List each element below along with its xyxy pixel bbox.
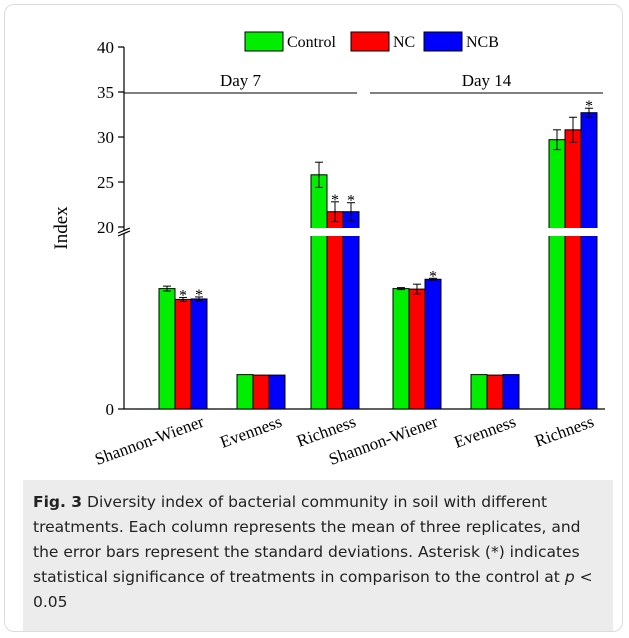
y-axis-label: Index xyxy=(51,206,72,250)
significance-marker: * xyxy=(429,268,437,285)
caption-text: Diversity index of bacterial community i… xyxy=(33,493,581,586)
legend-swatch xyxy=(244,31,284,52)
x-tick-label: Richness xyxy=(532,412,596,451)
bar xyxy=(342,211,360,410)
y-tick-label: 40 xyxy=(97,38,114,57)
bar-break-gap xyxy=(548,228,566,236)
y-tick-label: 35 xyxy=(97,83,114,102)
axis-break-mark xyxy=(117,230,131,237)
significance-marker: * xyxy=(331,192,339,209)
bar-break-gap xyxy=(326,228,344,236)
y-tick-label: 0 xyxy=(106,400,115,419)
figure-caption: Fig. 3 Diversity index of bacterial comm… xyxy=(23,480,613,631)
axis-break-mark xyxy=(117,227,131,234)
y-tick-label: 30 xyxy=(97,128,114,147)
bar xyxy=(236,374,254,410)
x-tick-label: Evenness xyxy=(452,412,519,452)
bar-chart: 20 25 30 35 40 0 Index Day 7 Day 14 * * Shannon-Wie… xyxy=(51,31,605,469)
significance-marker: * xyxy=(347,193,355,210)
group-label: Day 14 xyxy=(462,71,512,90)
significance-marker: * xyxy=(179,287,187,304)
bar xyxy=(310,174,328,410)
y-tick-label: 20 xyxy=(97,218,114,237)
bar xyxy=(408,288,426,410)
bar xyxy=(158,288,176,410)
bar xyxy=(424,278,442,410)
bar-break-gap xyxy=(342,228,360,236)
caption-p-symbol: p xyxy=(564,568,575,586)
significance-marker: * xyxy=(195,287,203,304)
bar xyxy=(252,374,270,410)
bar xyxy=(564,129,582,410)
x-tick-label: Shannon-Wiener xyxy=(92,412,206,469)
bar xyxy=(326,211,344,410)
figure-frame: 20 25 30 35 40 0 Index Day 7 Day 14 * * Shannon-Wie… xyxy=(4,4,623,632)
bar xyxy=(502,374,520,410)
significance-marker: * xyxy=(585,98,593,115)
legend-swatch xyxy=(350,31,390,52)
caption-p-condition: < 0.05 xyxy=(33,568,593,611)
bar-break-gap xyxy=(310,228,328,236)
legend-swatch xyxy=(423,31,463,52)
bar xyxy=(268,374,286,410)
legend-label: NCB xyxy=(466,34,499,51)
legend-label: Control xyxy=(287,34,336,51)
caption-label: Fig. 3 xyxy=(33,493,83,511)
bars xyxy=(158,107,598,410)
bar xyxy=(486,374,504,410)
y-tick-label: 25 xyxy=(97,173,114,192)
bar-break-gap xyxy=(580,228,598,236)
bar xyxy=(190,298,208,410)
bar xyxy=(392,288,410,410)
bar xyxy=(174,298,192,410)
legend-label: NC xyxy=(393,34,415,51)
bar xyxy=(580,112,598,410)
bar xyxy=(470,374,488,410)
group-label: Day 7 xyxy=(220,71,262,90)
bar-break-gap xyxy=(564,228,582,236)
bar xyxy=(548,139,566,410)
x-tick-label: Evenness xyxy=(218,412,285,452)
